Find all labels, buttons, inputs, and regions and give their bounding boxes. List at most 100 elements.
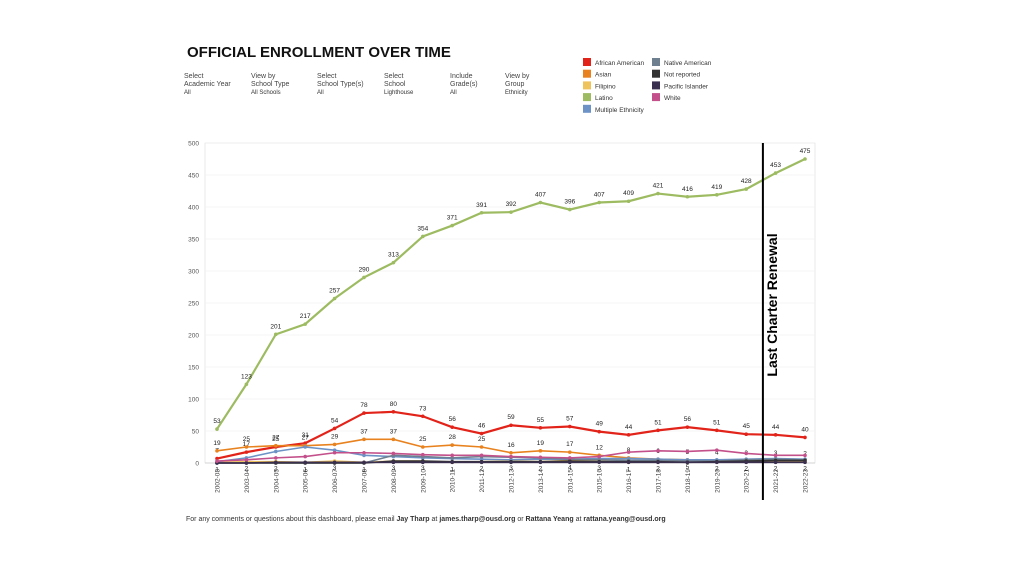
data-point — [744, 187, 748, 191]
legend-swatch — [583, 58, 591, 66]
data-label: 1 — [627, 466, 631, 473]
data-label: 45 — [743, 423, 751, 430]
data-point — [303, 454, 308, 459]
filter-label: View by — [251, 73, 276, 80]
data-label: 25 — [272, 436, 280, 443]
data-point — [332, 296, 337, 301]
filter-label: Academic Year — [184, 81, 231, 88]
data-point — [656, 449, 660, 453]
data-point — [362, 453, 366, 458]
data-point — [391, 451, 396, 456]
data-point — [685, 194, 690, 199]
data-point — [509, 460, 513, 465]
data-point — [715, 460, 719, 465]
legend-swatch — [583, 104, 591, 113]
data-point — [244, 458, 249, 462]
data-label: 44 — [625, 424, 633, 431]
data-label: 31 — [302, 432, 310, 439]
filter-label: School Type(s) — [317, 81, 364, 88]
filter-label: Include — [450, 73, 473, 80]
data-label: 16 — [507, 442, 515, 449]
legend-swatch — [652, 58, 660, 66]
data-point — [332, 448, 337, 453]
data-point — [715, 448, 719, 453]
legend-label: Asian — [595, 72, 612, 79]
data-label: 17 — [566, 441, 574, 448]
data-label: 37 — [390, 428, 398, 435]
data-label: 409 — [623, 190, 634, 197]
data-point — [568, 450, 572, 454]
data-label: 475 — [800, 148, 811, 155]
data-label: 313 — [388, 252, 399, 259]
data-label: 3 — [333, 465, 337, 472]
data-point — [656, 428, 660, 433]
x-tick-label: 2012-13 — [509, 469, 516, 493]
data-label: 80 — [390, 401, 398, 408]
filter-value: Ethnicity — [505, 90, 528, 96]
data-label: 2 — [656, 466, 660, 473]
data-point — [450, 456, 455, 460]
x-tick-label: 2016-17 — [626, 469, 633, 493]
data-label: 407 — [535, 192, 546, 199]
filter-label: Grade(s) — [450, 81, 478, 88]
data-label: 217 — [300, 313, 311, 320]
data-point — [626, 433, 631, 437]
footer-part: Rattana Yeang — [526, 516, 574, 523]
data-point — [479, 431, 484, 436]
data-point — [597, 429, 601, 434]
data-point — [391, 410, 396, 414]
data-point — [626, 460, 631, 465]
data-label: 5 — [686, 464, 690, 471]
data-label: 290 — [359, 266, 370, 273]
data-label: 57 — [566, 416, 574, 423]
y-tick-label: 150 — [188, 365, 199, 372]
data-point — [274, 460, 278, 465]
data-label: 17 — [243, 441, 251, 448]
data-point — [215, 456, 219, 461]
data-label: 396 — [564, 199, 575, 206]
legend-swatch — [583, 93, 591, 102]
data-label: 3 — [392, 465, 396, 472]
x-tick-label: 2017-18 — [656, 469, 663, 493]
data-label: 428 — [741, 178, 752, 185]
chart-title: OFFICIAL ENROLLMENT OVER TIME — [187, 44, 451, 61]
data-point — [362, 275, 366, 280]
footer-part: at — [430, 516, 440, 523]
data-label: 49 — [596, 421, 604, 428]
data-point — [568, 207, 572, 212]
data-label: 2 — [803, 466, 807, 473]
data-point — [744, 432, 748, 437]
x-tick-label: 2013-14 — [538, 469, 545, 493]
data-point — [685, 425, 690, 429]
x-tick-label: 2022-23 — [803, 469, 810, 493]
footer-part: or — [515, 516, 525, 523]
data-label: 37 — [360, 428, 368, 435]
data-point — [773, 171, 778, 175]
data-point — [597, 460, 601, 465]
y-tick-label: 350 — [188, 237, 199, 244]
data-label: 12 — [596, 444, 604, 451]
data-point — [685, 460, 690, 465]
data-point — [803, 453, 807, 458]
filter-label: School — [384, 81, 406, 88]
data-point — [332, 450, 337, 455]
data-label: 421 — [653, 183, 664, 190]
footer-part: james.tharp@ousd.org — [438, 516, 515, 523]
data-point — [509, 210, 513, 214]
x-tick-label: 2011-12 — [479, 469, 486, 493]
data-label: 56 — [449, 416, 457, 423]
data-point — [332, 426, 337, 431]
data-point — [479, 453, 484, 458]
x-tick-label: 2005-06 — [303, 469, 310, 493]
data-label: 40 — [801, 426, 809, 433]
y-tick-label: 500 — [188, 141, 199, 148]
data-point — [421, 234, 425, 239]
data-point — [303, 445, 308, 449]
data-point — [568, 456, 572, 460]
filter-value: All Schools — [251, 90, 281, 96]
data-label: 257 — [329, 288, 340, 295]
data-point — [509, 454, 513, 459]
legend-swatch — [652, 69, 660, 78]
data-label: 78 — [360, 402, 368, 409]
data-label: 27 — [302, 435, 310, 442]
